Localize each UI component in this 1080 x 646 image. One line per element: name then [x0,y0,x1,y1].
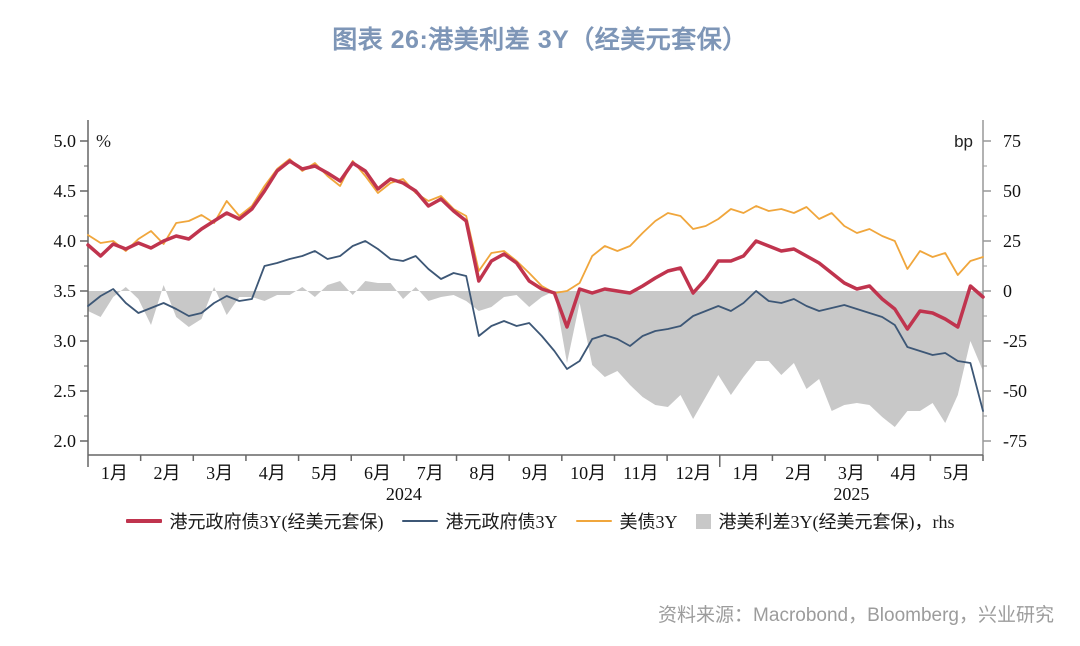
x-axis-month-label: 4月 [891,463,918,483]
right-axis-tick-label: -75 [1003,431,1027,451]
x-axis-year-label: 2024 [386,484,422,504]
left-axis-tick-label: 2.0 [54,431,77,451]
x-axis-month-label: 8月 [469,463,496,483]
x-axis-month-label: 3月 [206,463,233,483]
x-axis-month-label: 5月 [311,463,338,483]
legend-label: 港元政府债3Y(经美元套保) [169,512,384,532]
legend-label: 港元政府债3Y [445,512,558,532]
legend-line-swatch [401,520,438,522]
left-axis-tick-label: 2.5 [54,381,77,401]
x-axis-month-label: 3月 [838,463,865,483]
legend-area-swatch [695,513,711,529]
legend-item: 港元政府债3Y(经美元套保) [125,508,384,534]
chart-title: 图表 26:港美利差 3Y（经美元套保） [332,26,748,54]
hkd-govt-bond-3y-line [87,240,984,412]
legend-item: 美债3Y [575,508,678,534]
left-axis-tick-label: 4.0 [54,231,77,251]
legend-line-swatch [575,520,612,522]
x-axis-month-label: 10月 [570,463,606,483]
x-axis-month-label: 4月 [259,463,286,483]
right-axis-tick-label: 75 [1003,131,1021,151]
x-axis-month-label: 2月 [785,463,812,483]
legend-item: 港元政府债3Y [401,508,558,534]
x-axis-month-label: 12月 [675,463,711,483]
right-axis-tick-label: -25 [1003,331,1027,351]
source-note: 资料来源：Macrobond，Bloomberg，兴业研究 [658,605,1054,626]
left-axis-tick-label: 5.0 [54,131,77,151]
legend-line-swatch [125,519,162,523]
right-axis-tick-label: 0 [1003,281,1012,301]
right-axis-tick-label: 50 [1003,181,1021,201]
us-treasury-3y-line [87,158,984,294]
legend-label: 美债3Y [619,512,678,532]
x-axis-month-label: 11月 [623,463,658,483]
right-axis-unit-label: bp [954,132,973,151]
x-axis-year-label: 2025 [833,484,869,504]
spread-area-series [88,281,983,427]
right-axis-tick-label: 25 [1003,231,1021,251]
chart-legend: 港元政府债3Y(经美元套保) 港元政府债3Y 美债3Y 港美利差3Y(经美元套保)，r… [0,508,1080,534]
left-axis-tick-label: 4.5 [54,181,77,201]
x-axis-month-label: 2月 [153,463,180,483]
right-axis-tick-label: -50 [1003,381,1027,401]
legend-item: 港美利差3Y(经美元套保)，rhs [695,508,955,534]
x-axis-month-label: 7月 [417,463,444,483]
left-axis-tick-label: 3.5 [54,281,77,301]
x-axis-month-label: 1月 [733,463,760,483]
x-axis-month-label: 6月 [364,463,391,483]
legend-label: 港美利差3Y(经美元套保)，rhs [718,512,955,532]
x-axis-month-label: 5月 [943,463,970,483]
x-axis-month-label: 9月 [522,463,549,483]
left-axis-tick-label: 3.0 [54,331,77,351]
hkd-govt-bond-3y-hedged-line [86,159,985,331]
x-axis-month-label: 1月 [101,463,128,483]
left-axis-unit-label: % [96,131,111,151]
